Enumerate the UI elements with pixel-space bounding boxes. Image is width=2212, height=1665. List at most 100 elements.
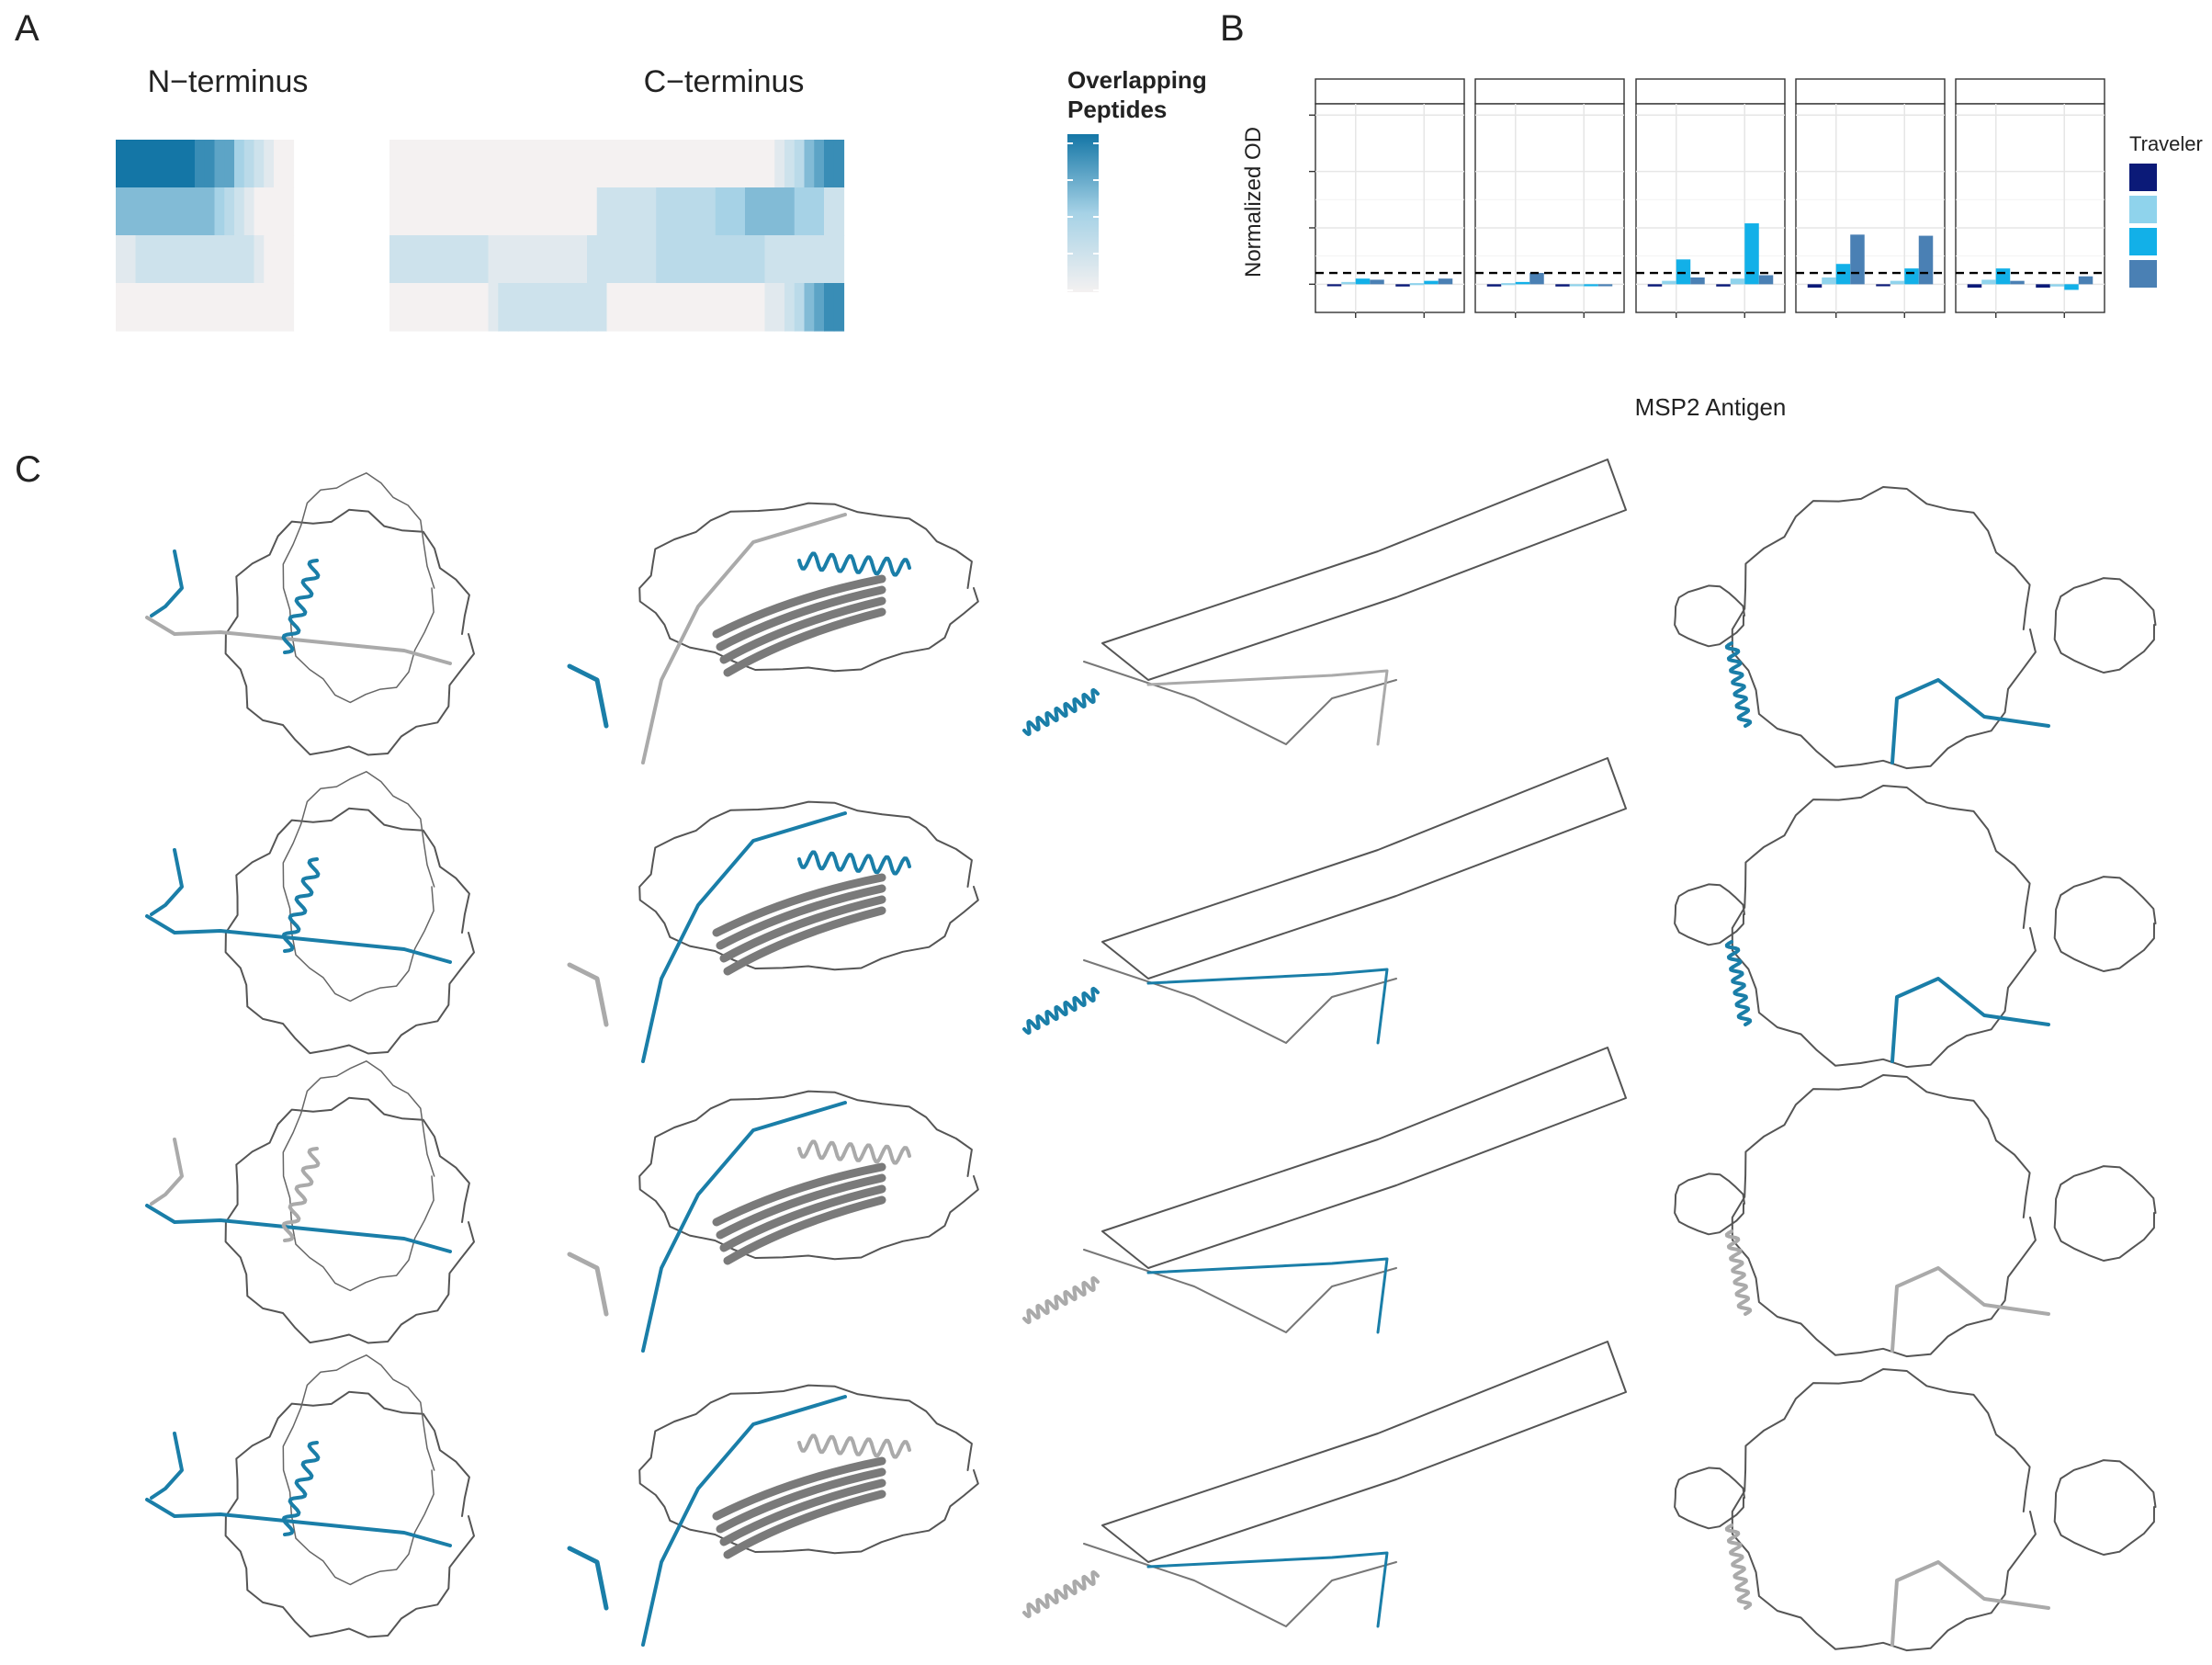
beta-sheet (723, 1489, 886, 1559)
heatmap-cell (264, 140, 275, 188)
heatmap-cell (264, 235, 275, 284)
structure-msp2-fc27-2 (567, 1384, 979, 1647)
heatmap-cell (824, 283, 835, 332)
peptide-strand (1146, 669, 1389, 746)
heatmap-cell (735, 235, 746, 284)
n-terminal-tail (567, 1252, 609, 1317)
bar (1395, 284, 1410, 287)
heatmap-cell (478, 187, 490, 236)
bar (1758, 275, 1774, 285)
peptide-strand (1146, 1551, 1389, 1628)
heatmap-cell (399, 235, 411, 284)
heatmap-cell (596, 283, 608, 332)
facet-strip (1315, 78, 1465, 105)
heatmap-cell (264, 187, 275, 236)
heatmap-cell (429, 140, 440, 188)
bar (1850, 234, 1865, 285)
heatmap-cell (243, 235, 255, 284)
heatmap-cell (234, 235, 245, 284)
heatmap-cell (577, 140, 588, 188)
beta-sheet (712, 1456, 886, 1521)
heatmap-cell (626, 235, 638, 284)
bar (1995, 268, 2011, 285)
heatmap-cell (283, 283, 295, 332)
heatmap-cell (135, 235, 146, 284)
structure-msp2-ic1 (1022, 757, 1627, 1045)
peptide-strand (145, 914, 452, 964)
heatmap-cell (596, 235, 608, 284)
heatmap-cell (224, 235, 235, 284)
heatmap-cell (824, 187, 835, 236)
bar (1529, 273, 1544, 285)
peptide-strand (641, 1395, 847, 1647)
heatmap-cell (508, 283, 519, 332)
heatmap-cell (195, 283, 206, 332)
bar (1409, 283, 1425, 286)
heatmap-cell (204, 235, 216, 284)
heatmap-cell (725, 235, 736, 284)
structure-msp2-ic1 (1022, 459, 1627, 746)
heatmap-cell (135, 140, 146, 188)
heatmap-cell (666, 235, 677, 284)
heatmap-cell (715, 187, 727, 236)
heatmap-cell (715, 283, 727, 332)
heatmap-cell (164, 283, 176, 332)
beta-sheet (712, 873, 886, 937)
heatmap-cell (419, 283, 430, 332)
backbone-loop (638, 1090, 979, 1261)
bar (1876, 284, 1890, 287)
beta-sheet (719, 1478, 886, 1546)
helix (281, 857, 321, 953)
heatmap-cell (587, 187, 598, 236)
heatmap-cell (204, 187, 216, 236)
heatmap-cell (125, 283, 137, 332)
heatmap-cell (745, 283, 756, 332)
heatmap-cell (429, 283, 440, 332)
peptide-strand (641, 513, 847, 765)
bar (1730, 278, 1745, 285)
bar (2064, 284, 2079, 290)
heatmap-cell (527, 187, 538, 236)
heatmap-cell (175, 235, 186, 284)
backbone-loop (282, 472, 435, 704)
bar (2036, 284, 2050, 289)
panel-letter-c: C (15, 449, 41, 490)
heatmap-cell (626, 187, 638, 236)
peptide-strand (145, 1204, 452, 1253)
heatmap-cell (254, 235, 265, 284)
heatmap-cell (774, 140, 785, 188)
heatmap-cell (725, 140, 736, 188)
heatmap-cell (636, 140, 648, 188)
heatmap-cell (616, 283, 627, 332)
beta-sheet (719, 1184, 886, 1252)
backbone-loop (1083, 1543, 1397, 1627)
heatmap-cell (616, 187, 627, 236)
heatmap-cell (685, 140, 696, 188)
heatmap-cell (458, 140, 469, 188)
heatmap-cell (175, 283, 186, 332)
peptide-strand (1890, 977, 2050, 1063)
heatmap-cell (185, 187, 196, 236)
heatmap-cell (243, 283, 255, 332)
heatmap-cell (125, 235, 137, 284)
heatmap-cell (458, 187, 469, 236)
structure-msp2-fc27-1 (145, 1060, 475, 1344)
heatmap-cell (814, 283, 825, 332)
heatmap-cell (784, 235, 796, 284)
heatmap-cell (557, 140, 569, 188)
heatmap-cell (438, 283, 450, 332)
heatmap-cell (185, 283, 196, 332)
heatmap-cell (264, 283, 275, 332)
peptide-strand (641, 1101, 847, 1353)
backbone-loop (638, 800, 979, 971)
heatmap-cell (243, 187, 255, 236)
heatmap-cell (409, 140, 420, 188)
peptide-strand (1890, 1560, 2050, 1647)
heatmap-cell (685, 235, 696, 284)
heatmap-cell (498, 235, 509, 284)
panel-letter-a: A (15, 8, 40, 49)
heatmap-cell (587, 140, 598, 188)
backbone-loop (1674, 584, 1745, 648)
heatmap-cell (577, 187, 588, 236)
helix (281, 1147, 321, 1242)
